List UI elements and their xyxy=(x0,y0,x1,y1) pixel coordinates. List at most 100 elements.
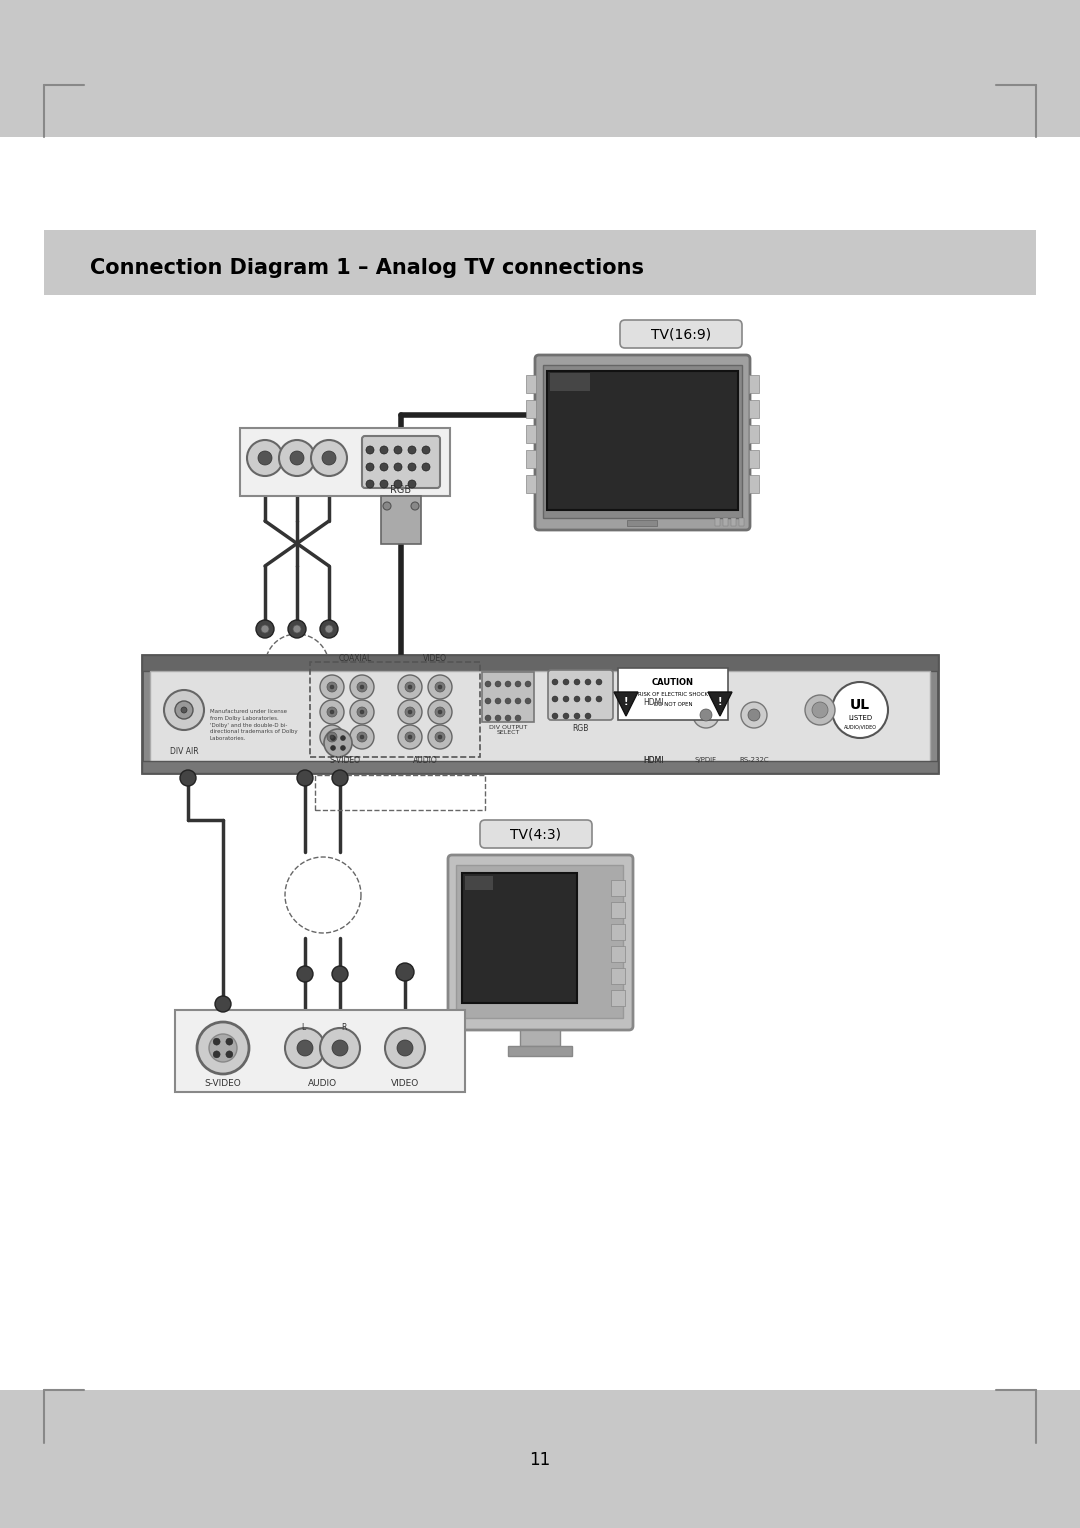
Circle shape xyxy=(585,678,591,685)
Circle shape xyxy=(397,1041,413,1056)
Bar xyxy=(456,865,623,1018)
Text: 11: 11 xyxy=(529,1452,551,1468)
Circle shape xyxy=(573,695,580,701)
Circle shape xyxy=(405,681,415,692)
Circle shape xyxy=(279,440,315,477)
Text: AUDIO/VIDEO: AUDIO/VIDEO xyxy=(843,724,877,729)
Circle shape xyxy=(495,715,501,721)
Circle shape xyxy=(180,770,195,785)
Bar xyxy=(0,0,1080,138)
Bar xyxy=(618,668,728,720)
Bar xyxy=(635,701,673,714)
Bar xyxy=(175,1010,465,1093)
Circle shape xyxy=(585,695,591,701)
Bar xyxy=(611,880,625,895)
Circle shape xyxy=(327,681,337,692)
Circle shape xyxy=(330,735,336,741)
Text: VIDEO: VIDEO xyxy=(423,654,447,663)
Circle shape xyxy=(408,463,416,471)
Circle shape xyxy=(505,698,511,704)
Circle shape xyxy=(428,675,453,698)
Text: HDMI: HDMI xyxy=(644,755,664,764)
Circle shape xyxy=(408,685,411,689)
Circle shape xyxy=(408,711,411,714)
Text: HDMI: HDMI xyxy=(644,697,664,706)
Circle shape xyxy=(515,698,521,704)
Circle shape xyxy=(181,707,187,714)
Text: DO NOT OPEN: DO NOT OPEN xyxy=(653,701,692,706)
Circle shape xyxy=(812,701,828,718)
Circle shape xyxy=(360,711,364,714)
Text: RGB: RGB xyxy=(391,484,411,495)
Bar xyxy=(141,656,939,773)
Circle shape xyxy=(332,770,348,785)
Bar xyxy=(0,1390,1080,1528)
Bar xyxy=(750,374,759,393)
Circle shape xyxy=(408,480,416,487)
Text: R: R xyxy=(341,1024,347,1033)
Bar xyxy=(611,946,625,963)
Circle shape xyxy=(693,701,719,727)
Text: TV(4:3): TV(4:3) xyxy=(511,827,562,840)
Circle shape xyxy=(322,451,336,465)
FancyBboxPatch shape xyxy=(548,669,613,720)
Circle shape xyxy=(438,685,442,689)
Circle shape xyxy=(380,446,388,454)
Circle shape xyxy=(380,480,388,487)
Text: LISTED: LISTED xyxy=(848,715,872,721)
Text: L: L xyxy=(301,1024,306,1033)
Circle shape xyxy=(380,463,388,471)
Circle shape xyxy=(327,707,337,717)
Circle shape xyxy=(332,1041,348,1056)
Bar xyxy=(546,371,738,510)
Text: Connection Diagram 1 – Analog TV connections: Connection Diagram 1 – Analog TV connect… xyxy=(90,258,644,278)
Circle shape xyxy=(360,685,364,689)
Polygon shape xyxy=(615,692,638,717)
Circle shape xyxy=(573,678,580,685)
Text: UL: UL xyxy=(850,698,870,712)
Circle shape xyxy=(340,735,346,741)
Circle shape xyxy=(350,675,374,698)
Circle shape xyxy=(320,724,345,749)
Circle shape xyxy=(360,735,364,740)
Bar xyxy=(508,1047,572,1056)
Bar xyxy=(526,400,536,419)
Circle shape xyxy=(741,701,767,727)
Circle shape xyxy=(525,698,531,704)
Circle shape xyxy=(485,698,491,704)
Bar xyxy=(519,1030,561,1047)
Circle shape xyxy=(383,503,391,510)
Bar xyxy=(315,775,485,810)
Circle shape xyxy=(408,446,416,454)
Circle shape xyxy=(552,678,558,685)
Bar xyxy=(526,451,536,468)
Circle shape xyxy=(394,463,402,471)
Bar xyxy=(462,872,577,1002)
Circle shape xyxy=(515,715,521,721)
Bar xyxy=(465,876,492,889)
Bar xyxy=(750,451,759,468)
Bar xyxy=(543,365,742,518)
Circle shape xyxy=(330,735,334,740)
Circle shape xyxy=(485,715,491,721)
Bar xyxy=(611,924,625,940)
Circle shape xyxy=(399,700,422,724)
Circle shape xyxy=(422,463,430,471)
Bar xyxy=(526,425,536,443)
Circle shape xyxy=(405,732,415,743)
FancyBboxPatch shape xyxy=(362,435,440,487)
Circle shape xyxy=(563,714,569,720)
Bar xyxy=(381,497,421,544)
Circle shape xyxy=(435,681,445,692)
Circle shape xyxy=(350,700,374,724)
Text: COAXIAL: COAXIAL xyxy=(338,654,372,663)
Text: Manufactured under license
from Dolby Laboratories.
'Dolby' and the double-D bi-: Manufactured under license from Dolby La… xyxy=(210,709,298,741)
Circle shape xyxy=(327,732,337,743)
Circle shape xyxy=(485,681,491,688)
Text: !: ! xyxy=(624,697,629,707)
Circle shape xyxy=(495,681,501,688)
Circle shape xyxy=(700,709,712,721)
Circle shape xyxy=(297,966,313,983)
Circle shape xyxy=(495,698,501,704)
Circle shape xyxy=(411,503,419,510)
